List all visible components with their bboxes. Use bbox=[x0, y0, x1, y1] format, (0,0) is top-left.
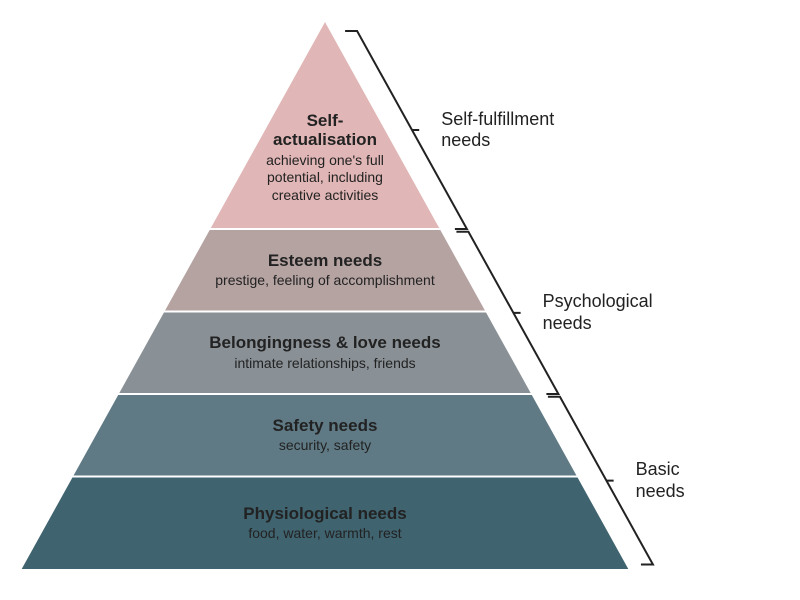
pyramid-svg bbox=[0, 0, 800, 600]
pyramid-level-esteem bbox=[163, 229, 486, 312]
group-label-basic: Basicneeds bbox=[636, 459, 685, 502]
pyramid-level-belongingness bbox=[118, 312, 533, 395]
maslow-pyramid-diagram: Self-actualisationachieving one's fullpo… bbox=[0, 0, 800, 600]
pyramid-level-physiological bbox=[20, 477, 630, 571]
group-label-psychological: Psychologicalneeds bbox=[543, 291, 653, 334]
group-label-self-fulfillment: Self-fulfillmentneeds bbox=[441, 109, 554, 152]
pyramid-level-safety bbox=[72, 394, 578, 477]
pyramid-level-self-actualisation bbox=[209, 20, 441, 229]
